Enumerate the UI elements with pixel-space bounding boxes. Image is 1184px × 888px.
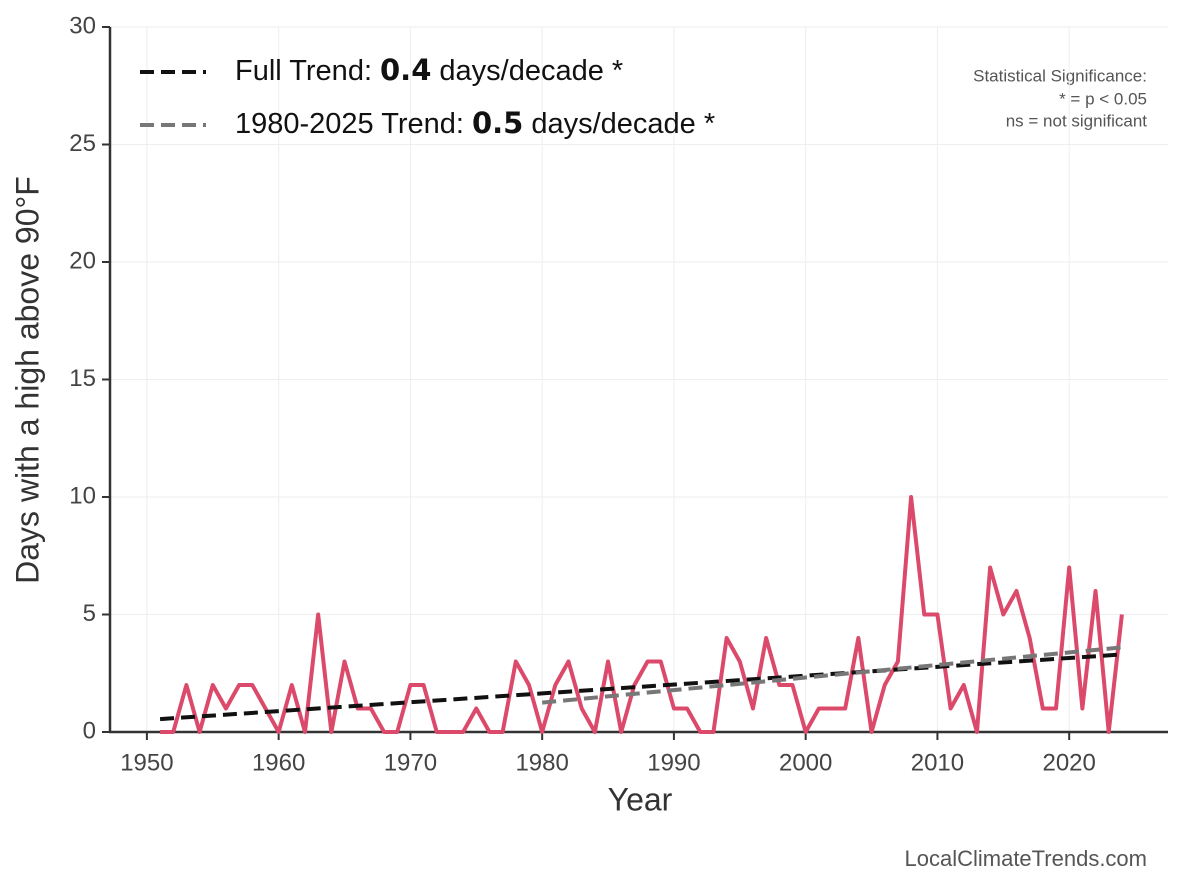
x-tick-label: 1980 [515,749,568,776]
legend-label: Full Trend: 0.4 days/decade * [235,53,623,87]
x-axis-label: Year [608,781,673,817]
legend-suffix: days/decade * [439,55,623,87]
trend-line [159,652,1123,722]
trend-line [541,645,1123,705]
legend-prefix: 1980-2025 Trend: [235,108,464,140]
legend-label: 1980-2025 Trend: 0.5 days/decade * [235,106,715,140]
annotation: * = p < 0.05 [1059,89,1147,108]
x-tick-label: 2010 [911,749,964,776]
y-axis-label: Days with a high above 90°F [9,176,45,584]
source: LocalClimateTrends.com [905,846,1148,871]
y-tick-label: 25 [69,130,96,157]
legend-suffix: days/decade * [531,108,715,140]
annotation: Statistical Significance: [973,66,1147,85]
y-tick-label: 5 [83,600,96,627]
legend-value: 0.5 [472,106,523,140]
x-tick-label: 2000 [779,749,832,776]
x-tick-label: 2020 [1042,749,1095,776]
y-tick-label: 10 [69,482,96,509]
x-tick-label: 1960 [252,749,305,776]
annotation: ns = not significant [1006,111,1148,130]
legend-prefix: Full Trend: [235,55,372,87]
x-tick-label: 1950 [120,749,173,776]
y-tick-label: 20 [69,247,96,274]
y-tick-label: 15 [69,365,96,392]
data-line [160,495,1124,734]
y-tick-label: 30 [69,12,96,39]
y-tick-label: 0 [83,717,96,744]
x-tick-label: 1990 [647,749,700,776]
x-tick-label: 1970 [384,749,437,776]
legend-value: 0.4 [380,53,431,87]
